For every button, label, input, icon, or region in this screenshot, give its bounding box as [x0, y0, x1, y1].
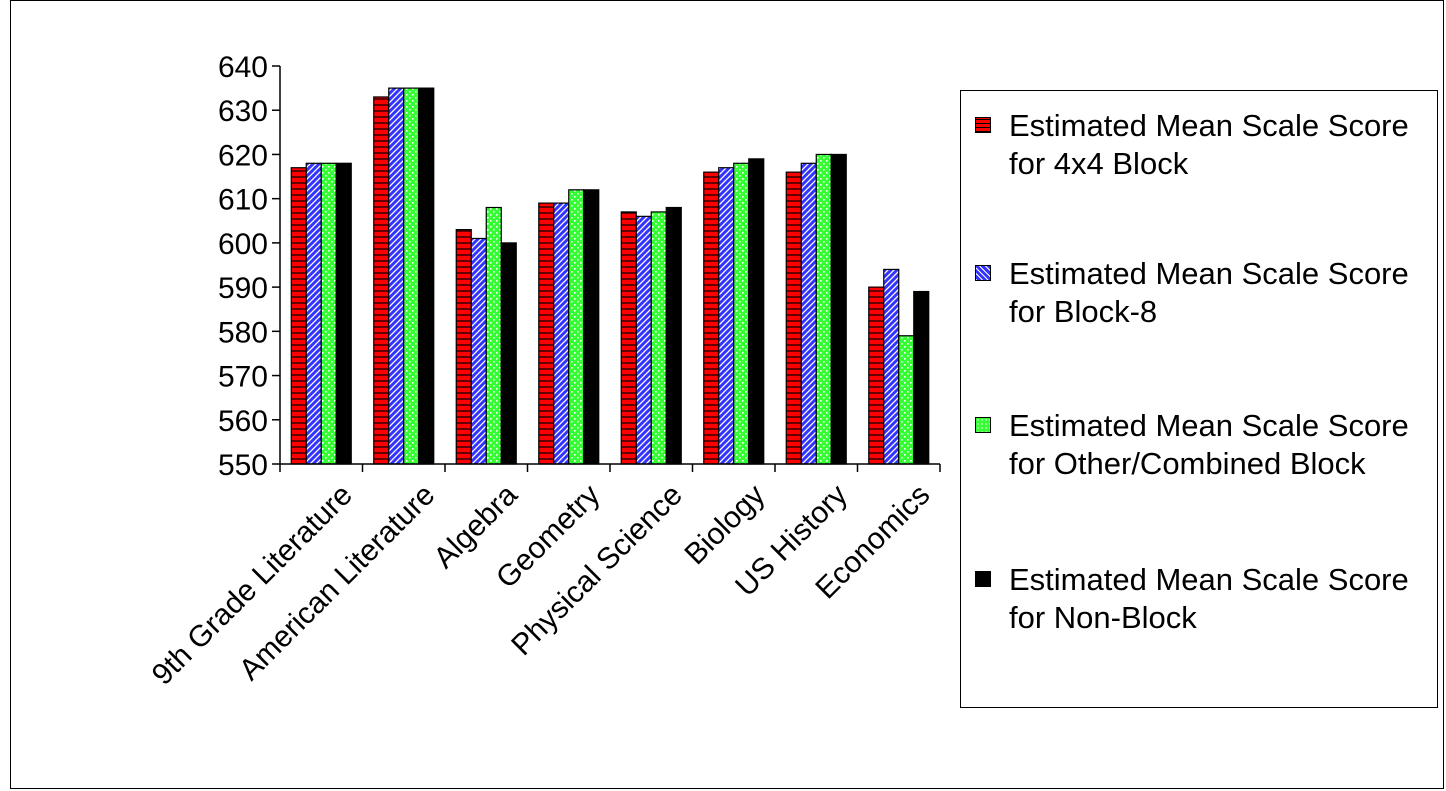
- bar-physical-science-series-1: [620, 211, 637, 465]
- bar-biology-series-3: [733, 162, 750, 465]
- y-tick-label: 630: [218, 95, 268, 128]
- bar-american-literature-series-4: [418, 87, 435, 465]
- bar-algebra-series-4: [500, 242, 517, 465]
- legend-swatch-block-8: [975, 265, 991, 281]
- bar-9th-grade-literature-series-4: [335, 162, 352, 465]
- bar-physical-science-series-2: [635, 215, 652, 465]
- y-tick-label: 610: [218, 184, 268, 217]
- bar-geometry-series-1: [538, 202, 555, 465]
- bar-economics-series-1: [868, 286, 885, 465]
- legend-label-other-combined-block: Estimated Mean Scale Score for Other/Com…: [1009, 408, 1409, 481]
- bar-physical-science-series-3: [650, 211, 667, 465]
- legend-swatch-other-combined-block: [975, 417, 991, 433]
- bar-american-literature-series-1: [373, 96, 390, 465]
- bar-geometry-series-4: [583, 189, 600, 465]
- bar-economics-series-2: [883, 268, 900, 465]
- y-tick-label: 590: [218, 272, 268, 305]
- bar-us-history-series-2: [800, 162, 817, 465]
- chart-legend: Estimated Mean Scale Score for 4x4 Block…: [960, 90, 1438, 708]
- y-tick-label: 620: [218, 139, 268, 172]
- bar-biology-series-1: [703, 171, 720, 465]
- bar-algebra-series-1: [455, 229, 472, 465]
- bar-9th-grade-literature-series-2: [305, 162, 322, 465]
- y-tick-label: 640: [218, 51, 268, 84]
- legend-label-block-8: Estimated Mean Scale Score for Block-8: [1009, 256, 1409, 329]
- legend-label-non-block: Estimated Mean Scale Score for Non-Block: [1009, 562, 1409, 635]
- bar-geometry-series-2: [553, 202, 570, 465]
- bar-physical-science-series-4: [665, 206, 682, 465]
- legend-swatch-non-block: [975, 571, 991, 587]
- bar-algebra-series-2: [470, 237, 487, 465]
- legend-swatch-4x4-block: [975, 117, 991, 133]
- y-tick-label: 580: [218, 316, 268, 349]
- bar-geometry-series-3: [568, 189, 585, 465]
- bar-american-literature-series-3: [403, 87, 420, 465]
- bar-us-history-series-4: [830, 153, 847, 465]
- bar-us-history-series-1: [785, 171, 802, 465]
- y-tick-label: 560: [218, 405, 268, 438]
- bar-us-history-series-3: [815, 153, 832, 465]
- bar-biology-series-2: [718, 167, 735, 465]
- y-tick-label: 550: [218, 449, 268, 482]
- bar-9th-grade-literature-series-3: [320, 162, 337, 465]
- y-tick-label: 570: [218, 361, 268, 394]
- bar-biology-series-4: [748, 158, 765, 465]
- bar-economics-series-3: [898, 335, 915, 465]
- bar-economics-series-4: [913, 290, 930, 465]
- bar-9th-grade-literature-series-1: [290, 167, 307, 465]
- y-tick-label: 600: [218, 228, 268, 261]
- bar-american-literature-series-2: [388, 87, 405, 465]
- legend-label-4x4-block: Estimated Mean Scale Score for 4x4 Block: [1009, 108, 1409, 181]
- bar-algebra-series-3: [485, 206, 502, 465]
